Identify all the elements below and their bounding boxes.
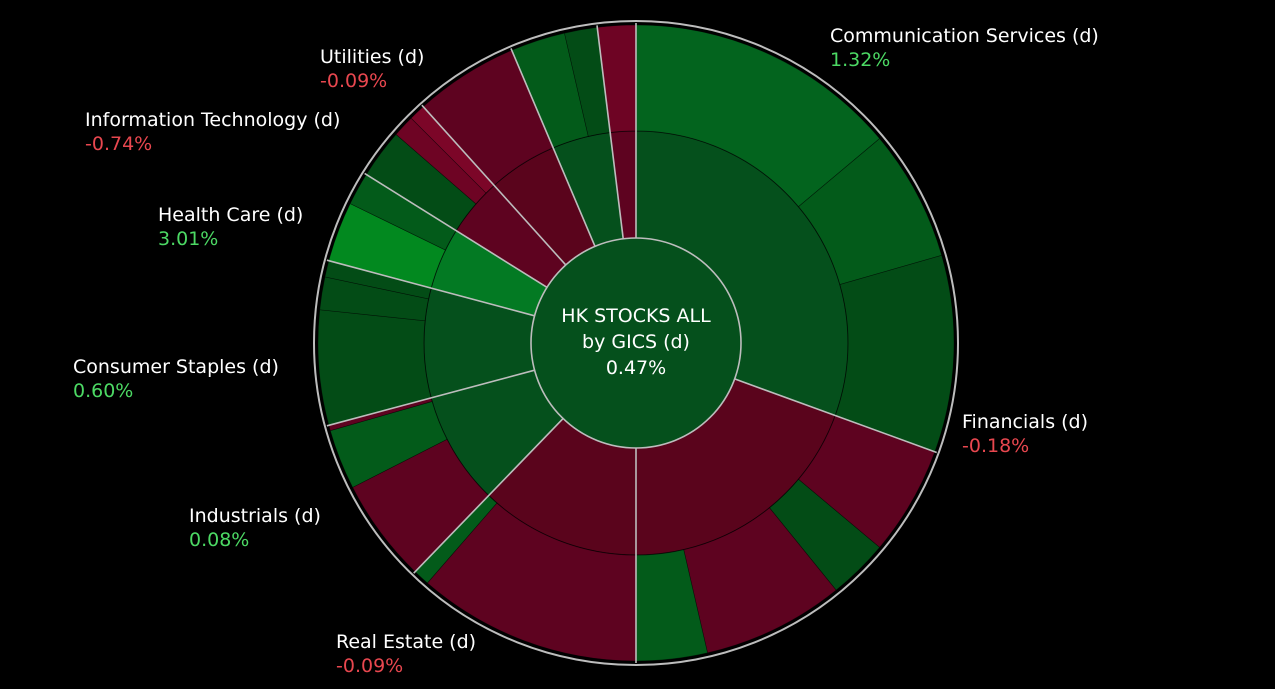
sector-name: Utilities (d) — [320, 46, 425, 68]
sector-separator-unnamed — [596, 25, 624, 239]
root-label-line1: HK STOCKS ALL — [561, 305, 711, 327]
sector-separator-financials — [734, 378, 937, 454]
sector-change: -0.18% — [962, 435, 1030, 457]
sector-name: Industrials (d) — [189, 505, 321, 527]
outer-ring-border — [313, 20, 959, 666]
sector-label-consumer-staples[interactable]: Consumer Staples (d) 0.60% — [73, 355, 279, 403]
root-center-circle[interactable] — [530, 237, 742, 449]
sector-separator-utilities — [421, 104, 567, 266]
sector-separator-consumer-staples — [326, 369, 535, 427]
sector-change: -0.74% — [85, 133, 153, 155]
sector-separator-industrials — [413, 417, 564, 574]
sector-label-communication-services[interactable]: Communication Services (d) 1.32% — [830, 24, 1099, 72]
sector-name: Communication Services (d) — [830, 25, 1099, 47]
sector-change: -0.09% — [336, 655, 404, 677]
sector-label-utilities[interactable]: Utilities (d) -0.09% — [320, 45, 424, 93]
sector-separator-health-care — [326, 259, 535, 317]
sector-change: 3.01% — [158, 228, 219, 250]
sector-name: Information Technology (d) — [85, 109, 341, 131]
sector-change: 0.08% — [189, 529, 250, 551]
sector-label-industrials[interactable]: Industrials (d) 0.08% — [189, 504, 321, 552]
sector-label-financials[interactable]: Financials (d) -0.18% — [962, 410, 1088, 458]
sector-label-real-estate[interactable]: Real Estate (d) -0.09% — [336, 630, 476, 678]
sector-name: Health Care (d) — [158, 204, 304, 226]
root-label-line2: by GICS (d) — [582, 331, 690, 353]
root-change-value: 0.47% — [605, 357, 667, 379]
sector-label-health-care[interactable]: Health Care (d) 3.01% — [158, 203, 303, 251]
sector-change: 1.32% — [830, 49, 891, 71]
sector-name: Real Estate (d) — [336, 631, 477, 653]
sector-label-information-technology[interactable]: Information Technology (d) -0.74% — [85, 108, 340, 156]
sector-change: 0.60% — [73, 380, 134, 402]
sector-change: -0.09% — [320, 70, 388, 92]
chart-center-label: HK STOCKS ALL by GICS (d) 0.47% — [536, 303, 736, 381]
sector-name: Financials (d) — [962, 411, 1089, 433]
sector-separator-information-technology — [364, 172, 548, 289]
sector-name: Consumer Staples (d) — [73, 356, 279, 378]
sector-separator-unnamed — [510, 48, 596, 247]
